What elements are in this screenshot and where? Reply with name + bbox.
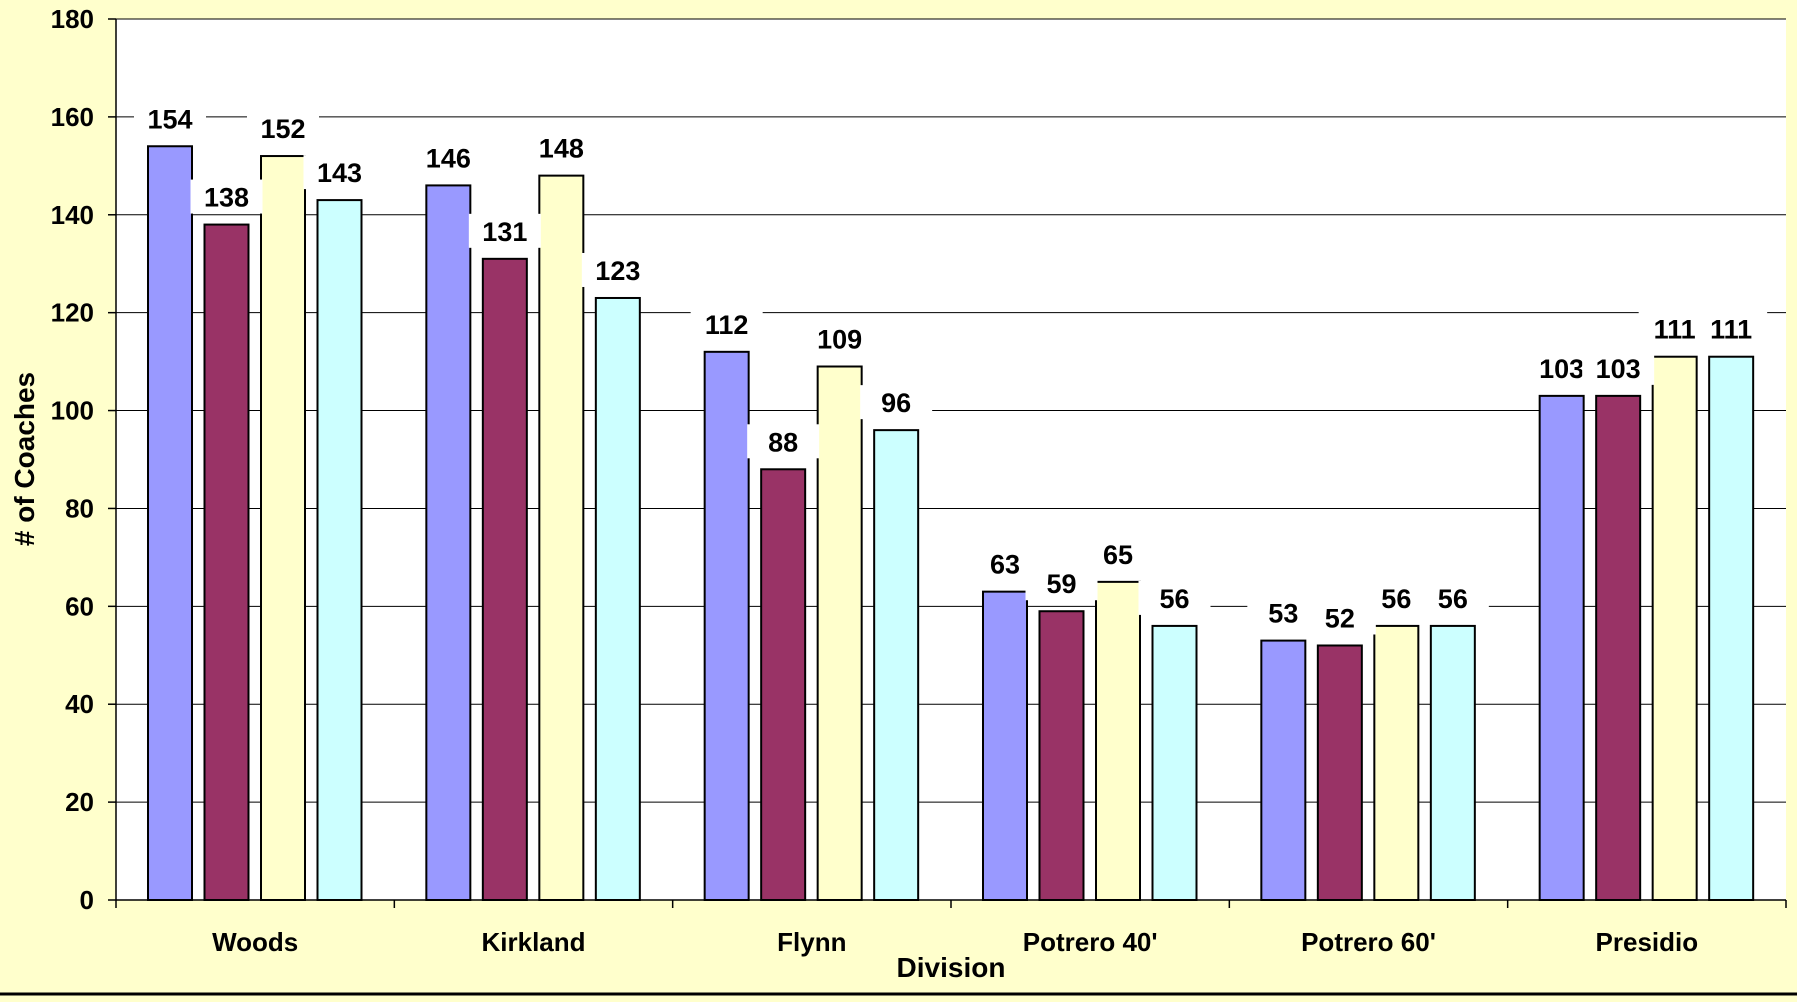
data-label: 96: [881, 388, 911, 418]
data-label-background: [1582, 350, 1655, 385]
bar: [538, 174, 585, 902]
x-category-label: Kirkland: [481, 927, 585, 957]
data-label: 111: [1710, 315, 1752, 345]
bar: [1095, 580, 1141, 901]
data-label-background: [1025, 566, 1098, 601]
y-tick-label: 180: [51, 4, 94, 34]
bar: [316, 199, 363, 902]
x-category-label: Potrero 40': [1023, 927, 1158, 957]
data-label: 63: [990, 550, 1020, 580]
y-tick-label: 160: [51, 102, 94, 132]
bar: [982, 590, 1028, 902]
data-label-background: [468, 213, 541, 248]
y-tick-label: 100: [51, 396, 94, 426]
data-label-background: [303, 155, 376, 190]
data-label-background: [860, 385, 933, 420]
data-label: 59: [1046, 569, 1076, 599]
x-category-label: Presidio: [1596, 927, 1699, 957]
data-label-background: [1082, 536, 1154, 571]
bar: [1373, 624, 1420, 902]
bar: [1260, 639, 1307, 901]
bar: [594, 296, 641, 901]
data-label-background: [190, 179, 263, 214]
data-label: 111: [1654, 315, 1696, 345]
bar: [1151, 624, 1198, 902]
bar: [873, 429, 920, 901]
data-label-background: [690, 306, 763, 341]
data-label-background: [1695, 311, 1768, 346]
data-label: 143: [317, 158, 362, 188]
bar: [1708, 355, 1755, 901]
data-label: 53: [1268, 599, 1298, 629]
data-label-background: [747, 424, 820, 459]
bar: [203, 223, 250, 902]
x-category-label: Potrero 60': [1301, 927, 1436, 957]
data-label-background: [1138, 580, 1211, 615]
bar: [260, 155, 306, 902]
data-label-background: [247, 111, 319, 146]
data-label: 103: [1539, 354, 1584, 384]
x-category-label: Flynn: [777, 927, 846, 957]
bar: [1595, 394, 1642, 901]
data-label: 131: [482, 217, 527, 247]
data-label: 88: [768, 427, 798, 457]
bar: [147, 145, 193, 901]
data-label: 138: [204, 183, 249, 213]
data-label-background: [581, 252, 654, 287]
data-label: 154: [147, 104, 192, 134]
bar: [1651, 355, 1698, 901]
data-label: 56: [1438, 584, 1468, 614]
bars: [147, 145, 1755, 902]
data-label-background: [412, 140, 485, 175]
axes: 0 20 40 60 80 100 120 140 160 180 Woods Kirkland Fly…: [51, 4, 1787, 957]
data-label-background: [134, 101, 206, 136]
data-labels: 154 138 152 143 146 131 148 123 112 88 109 96 63 59 65…: [134, 101, 1768, 635]
data-label: 65: [1103, 540, 1133, 570]
y-tick-label: 40: [65, 689, 94, 719]
plot-area: [116, 19, 1786, 900]
data-label: 103: [1596, 354, 1641, 384]
data-label: 152: [260, 114, 305, 144]
bar: [1038, 610, 1085, 901]
x-category-label: Woods: [212, 927, 298, 957]
bar: [1429, 624, 1476, 902]
bar: [1316, 644, 1363, 901]
bar: [816, 365, 863, 901]
data-label: 109: [817, 325, 862, 355]
y-tick-label: 80: [65, 493, 94, 523]
data-label: 112: [705, 310, 749, 340]
bar: [425, 184, 472, 901]
data-label: 56: [1381, 584, 1411, 614]
data-label: 146: [426, 143, 471, 173]
data-label-background: [803, 321, 876, 356]
bar: [760, 468, 807, 901]
bar: [481, 257, 528, 902]
y-axis-title: # of Coaches: [9, 372, 40, 546]
y-tick-label: 20: [65, 787, 94, 817]
data-label: 56: [1159, 584, 1189, 614]
data-label: 148: [539, 134, 584, 164]
x-axis-title: Division: [897, 952, 1006, 983]
data-label-background: [1416, 580, 1489, 615]
bar: [703, 350, 750, 902]
data-label-background: [525, 130, 598, 165]
y-tick-label: 60: [65, 591, 94, 621]
y-tick-label: 140: [51, 200, 94, 230]
bar: [1538, 394, 1585, 901]
data-label: 123: [595, 256, 640, 286]
y-tick-label: 0: [80, 885, 94, 915]
y-tick-label: 120: [51, 298, 94, 328]
data-label: 52: [1325, 603, 1355, 633]
gridlines: [116, 18, 1786, 803]
